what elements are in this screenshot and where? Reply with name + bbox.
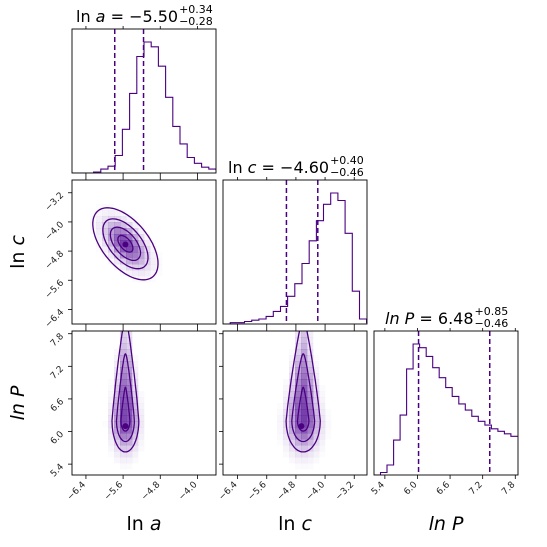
contour-line xyxy=(115,353,135,443)
title-upper-error: +0.40 xyxy=(330,154,364,167)
density-panel-0 xyxy=(71,179,217,325)
y-tick-label: −5.6 xyxy=(44,278,67,301)
y-tick-label: 6.6 xyxy=(49,397,66,414)
density-cells xyxy=(277,331,326,464)
contour-line xyxy=(92,207,159,281)
y-tick-label: 7.2 xyxy=(49,364,66,381)
y-tick-label: −4.0 xyxy=(44,220,67,243)
title-lower-error: −0.46 xyxy=(475,317,509,330)
panel-frame xyxy=(222,179,368,325)
histogram-step-line xyxy=(223,192,367,324)
y-tick-label: −3.2 xyxy=(44,191,67,214)
x-axis-label: ln a xyxy=(126,513,161,535)
panel-title: ln c = −4.60 xyxy=(228,158,329,177)
x-tick-label: −5.6 xyxy=(103,480,126,503)
contour-line xyxy=(296,386,310,432)
density-cells xyxy=(108,331,145,464)
x-tick-label: 7.8 xyxy=(500,480,517,497)
x-tick-label: −5.6 xyxy=(246,480,269,503)
histogram-step-line xyxy=(72,41,216,173)
title-upper-error: +0.85 xyxy=(475,305,509,318)
x-tick-label: 6.6 xyxy=(435,480,452,497)
panel-frame xyxy=(71,330,217,476)
panel-title: ln P = 6.48 xyxy=(385,309,474,328)
contour-line xyxy=(109,226,142,262)
y-tick-label: −4.8 xyxy=(44,249,67,272)
density-peak xyxy=(122,241,129,248)
x-tick-label: 6.0 xyxy=(402,480,419,497)
contour-line xyxy=(120,386,131,432)
y-tick-label: −6.4 xyxy=(44,307,67,330)
histogram-panel-0 xyxy=(71,28,217,174)
x-tick-label: −4.0 xyxy=(177,480,200,503)
x-tick-label: 7.2 xyxy=(468,480,485,497)
y-tick-label: 6.0 xyxy=(49,429,66,446)
histogram-panel-2 xyxy=(373,330,519,476)
contour-line xyxy=(291,353,316,443)
contour-line xyxy=(285,331,321,453)
contour-line xyxy=(102,218,149,270)
panel-title: ln a = −5.50 xyxy=(76,7,178,26)
x-axis-label: ln c xyxy=(278,513,312,535)
x-axis-label: ln P xyxy=(429,513,464,535)
title-upper-error: +0.34 xyxy=(179,3,213,16)
x-tick-label: −4.8 xyxy=(140,480,163,503)
y-tick-label: 5.4 xyxy=(49,462,66,479)
title-lower-error: −0.28 xyxy=(179,15,213,28)
panel-background xyxy=(223,180,367,324)
density-cells xyxy=(92,207,159,281)
panel-frame xyxy=(222,330,368,476)
density-peak xyxy=(122,423,129,430)
title-lower-error: −0.46 xyxy=(330,166,364,179)
contour-line xyxy=(117,234,134,253)
x-tick-label: −4.0 xyxy=(305,480,328,503)
panel-frame xyxy=(71,179,217,325)
density-panel-1 xyxy=(71,330,217,476)
panel-background xyxy=(72,331,216,475)
contour-line xyxy=(111,331,140,453)
x-tick-label: −4.8 xyxy=(276,480,299,503)
panel-background xyxy=(72,180,216,324)
y-axis-label: ln c xyxy=(7,235,29,269)
density-panel-2 xyxy=(222,330,368,476)
x-tick-label: −3.2 xyxy=(334,480,357,503)
histogram-step-line xyxy=(374,343,518,475)
panel-frame xyxy=(71,28,217,174)
panel-frame xyxy=(373,330,519,476)
x-tick-label: 5.4 xyxy=(370,480,387,497)
y-tick-label: 7.8 xyxy=(49,332,66,349)
x-tick-label: −6.4 xyxy=(66,480,89,503)
y-axis-label: ln P xyxy=(7,385,29,420)
histogram-panel-1 xyxy=(222,179,368,325)
density-peak xyxy=(298,423,305,430)
panel-background xyxy=(374,331,518,475)
x-tick-label: −6.4 xyxy=(217,480,240,503)
